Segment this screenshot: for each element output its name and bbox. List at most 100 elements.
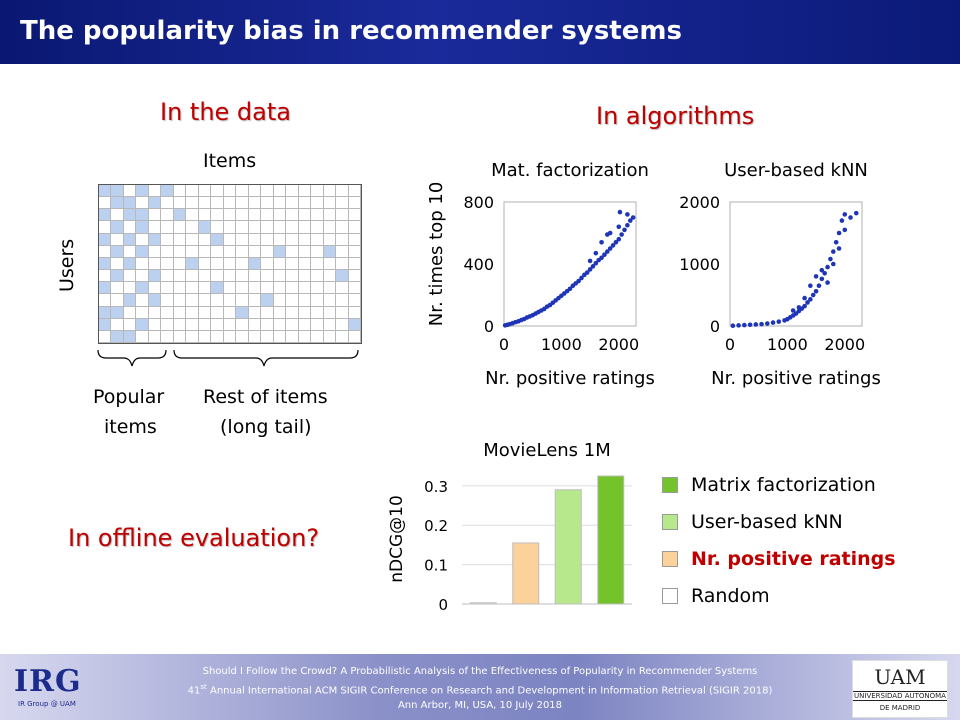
scatter-point — [599, 240, 604, 245]
legend-swatch — [662, 551, 678, 567]
scatter-point — [796, 305, 802, 310]
matrix-cell — [323, 185, 337, 198]
matrix-cell — [286, 221, 299, 234]
matrix-cell — [286, 294, 299, 307]
scatter-point — [802, 303, 807, 309]
matrix-cell — [173, 282, 187, 295]
matrix-cell — [236, 245, 249, 258]
scatter-point — [599, 255, 604, 261]
matrix-cell — [273, 318, 287, 331]
scatter-point — [747, 322, 753, 328]
y-axis-label: nDCG@10 — [387, 495, 407, 583]
matrix-cell — [248, 306, 262, 319]
matrix-cell — [223, 209, 237, 222]
matrix-cell — [336, 294, 349, 307]
scatter-point — [587, 258, 593, 264]
scatter-point — [776, 319, 782, 324]
matrix-cell — [186, 318, 199, 331]
matrix-cell — [223, 282, 237, 295]
scatter-charts: Mat. factorization 0 400 800 0 1000 2000 Nr. po… — [426, 160, 881, 389]
matrix-cell — [348, 306, 361, 319]
y-tick-label: 0 — [438, 596, 448, 614]
matrix-cell — [211, 330, 224, 343]
matrix-cell — [123, 330, 137, 343]
matrix-cell — [273, 221, 287, 234]
matrix-cell — [173, 245, 187, 258]
matrix-cell — [273, 270, 287, 283]
matrix-cell — [123, 294, 137, 307]
matrix-cell — [323, 306, 337, 319]
scatter-point — [822, 271, 827, 276]
x-tick-label: 1000 — [767, 335, 808, 354]
scatter-point — [808, 297, 813, 302]
matrix-cell — [223, 270, 237, 283]
matrix-cell — [136, 318, 149, 331]
matrix-cell — [111, 306, 124, 319]
x-axis-label: Nr. positive ratings — [711, 368, 881, 389]
scatter-point — [813, 288, 819, 294]
scatter-point — [816, 283, 822, 288]
x-tick-label: 0 — [499, 335, 509, 354]
scatter-point — [825, 280, 830, 285]
matrix-cell — [173, 185, 187, 198]
matrix-cell — [286, 306, 299, 319]
uam-logo: UAM UNIVERSIDAD AUTONOMA DE MADRID — [852, 660, 948, 718]
footer-bar: IRG IR Group @ UAM Should I Follow the C… — [0, 654, 960, 720]
scatter-point — [839, 218, 845, 223]
scatter-point — [622, 227, 627, 233]
matrix-cell — [111, 197, 124, 210]
matrix-cell — [186, 221, 199, 234]
matrix-cell — [236, 209, 249, 222]
matrix-cell — [348, 330, 361, 343]
matrix-cell — [273, 233, 287, 246]
matrix-cell — [248, 197, 262, 210]
matrix-cell — [161, 294, 174, 307]
scatter-point — [627, 218, 633, 223]
matrix-cell — [298, 270, 312, 283]
popular-items-brace — [97, 349, 167, 367]
matrix-cell — [111, 185, 124, 198]
scatter-point — [808, 283, 813, 288]
matrix-cell — [336, 221, 349, 234]
matrix-cell — [136, 294, 149, 307]
matrix-cell — [161, 282, 174, 295]
matrix-cell — [186, 306, 199, 319]
matrix-cell — [186, 197, 199, 210]
matrix-cell — [336, 197, 349, 210]
matrix-cell — [348, 245, 361, 258]
matrix-cell — [136, 257, 149, 271]
matrix-cell — [148, 306, 162, 319]
matrix-cell — [248, 221, 262, 234]
matrix-cell — [111, 233, 124, 246]
matrix-cell — [148, 294, 162, 307]
legend-swatch — [662, 588, 678, 604]
scatter-point — [833, 240, 839, 245]
matrix-cell — [173, 197, 187, 210]
footer-location-date: Ann Arbor, MI, USA, 10 July 2018 — [397, 700, 563, 711]
matrix-cell — [311, 318, 324, 331]
scatter-point — [770, 320, 776, 325]
matrix-cell — [261, 185, 274, 198]
matrix-cell — [99, 245, 112, 258]
matrix-cell — [173, 209, 187, 222]
bar-4 — [597, 475, 625, 605]
matrix-cell — [161, 306, 174, 319]
matrix-cell — [286, 270, 299, 283]
matrix-cell — [336, 209, 349, 222]
scatter-point — [831, 249, 836, 254]
scatter-point — [836, 230, 842, 236]
matrix-cell — [148, 330, 162, 343]
scatter-point — [613, 240, 619, 245]
matrix-cell — [173, 294, 187, 307]
matrix-cell — [261, 245, 274, 258]
matrix-cell — [348, 197, 361, 210]
title-bar: The popularity bias in recommender syste… — [0, 0, 960, 64]
scatter-point — [605, 249, 610, 254]
matrix-cell — [111, 282, 124, 295]
matrix-cell — [261, 209, 274, 222]
matrix-cell — [111, 245, 124, 258]
matrix-cell — [286, 185, 299, 198]
matrix-cell — [236, 294, 249, 307]
matrix-cell — [236, 197, 249, 210]
brace-braces — [97, 349, 359, 367]
